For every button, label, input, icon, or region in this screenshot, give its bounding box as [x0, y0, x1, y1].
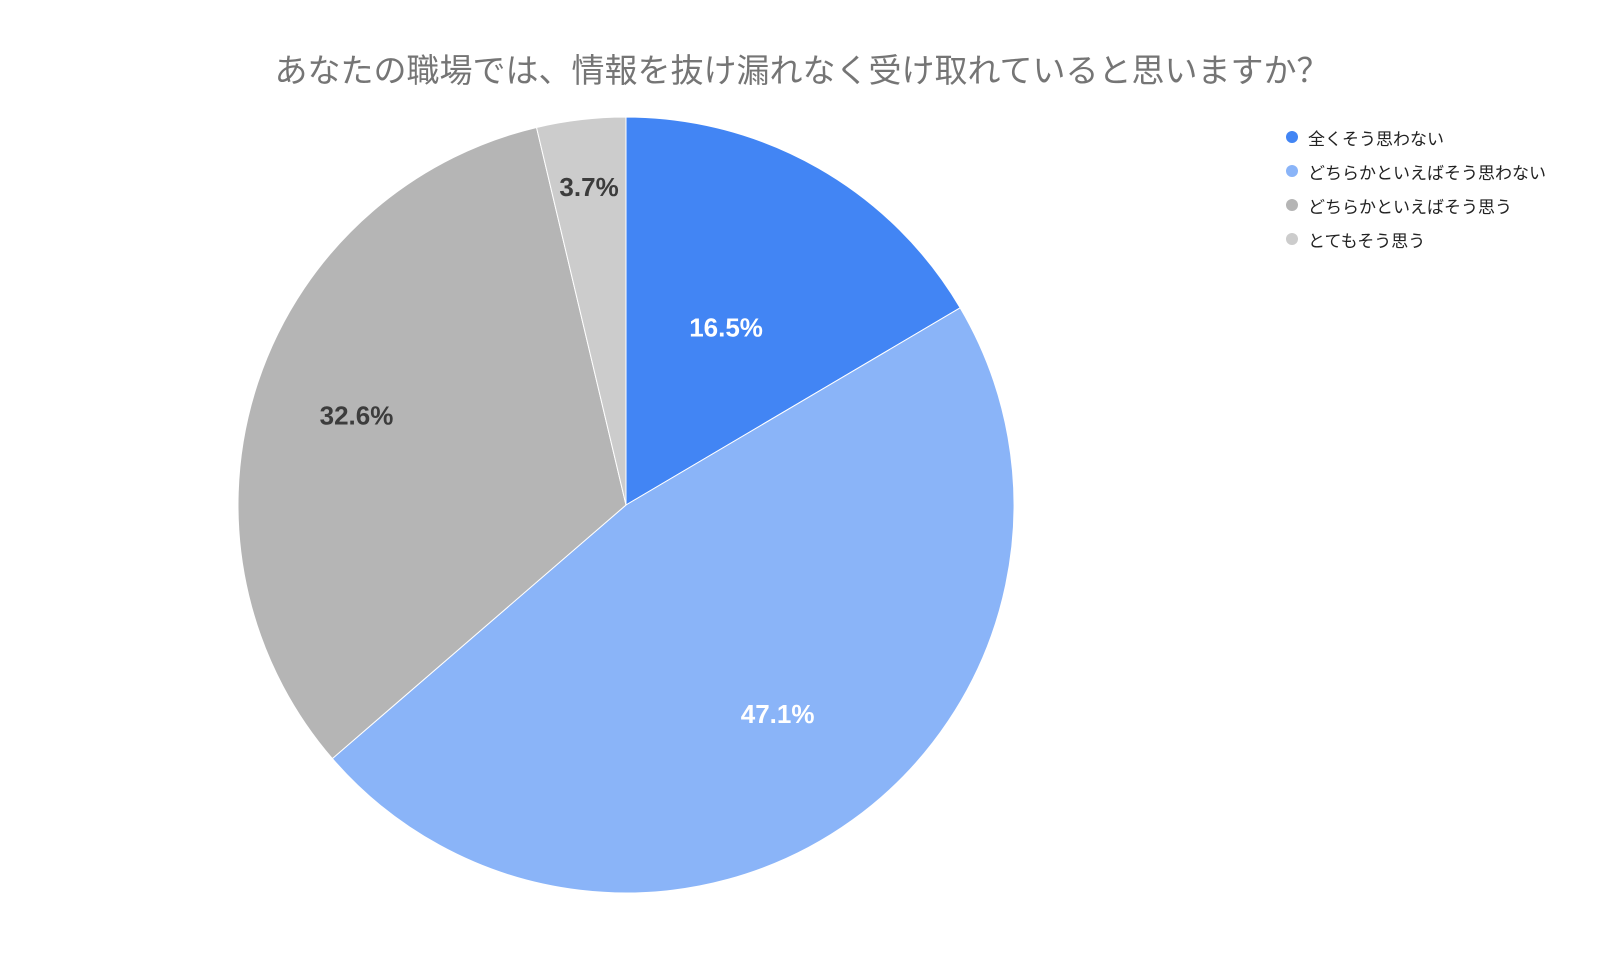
- slice-data-label: 47.1%: [741, 699, 815, 729]
- slice-data-label: 16.5%: [689, 313, 763, 343]
- legend-item-somewhat-disagree: どちらかといえばそう思わない: [1286, 154, 1546, 188]
- slice-strongly-agree: [535, 116, 627, 506]
- chart-legend: 全くそう思わない どちらかといえばそう思わない どちらかといえばそう思う とても…: [1286, 120, 1546, 256]
- legend-label: とてもそう思う: [1308, 231, 1426, 252]
- slice-somewhat-agree: [237, 126, 627, 760]
- slice-strongly-disagree: [625, 116, 961, 506]
- legend-swatch: [1286, 199, 1298, 211]
- slice-data-label: 3.7%: [559, 172, 618, 202]
- slice-data-label: 32.6%: [320, 401, 394, 431]
- legend-label: どちらかといえばそう思わない: [1308, 163, 1546, 184]
- legend-swatch: [1286, 131, 1298, 143]
- legend-item-somewhat-agree: どちらかといえばそう思う: [1286, 188, 1546, 222]
- legend-item-strongly-agree: とてもそう思う: [1286, 222, 1546, 256]
- chart-title: あなたの職場では、情報を抜け漏れなく受け取れていると思いますか？: [274, 51, 1330, 90]
- legend-label: 全くそう思わない: [1308, 129, 1444, 150]
- legend-swatch: [1286, 233, 1298, 245]
- legend-label: どちらかといえばそう思う: [1308, 197, 1512, 218]
- legend-swatch: [1286, 165, 1298, 177]
- legend-item-strongly-disagree: 全くそう思わない: [1286, 120, 1546, 154]
- slice-somewhat-disagree: [331, 307, 1015, 894]
